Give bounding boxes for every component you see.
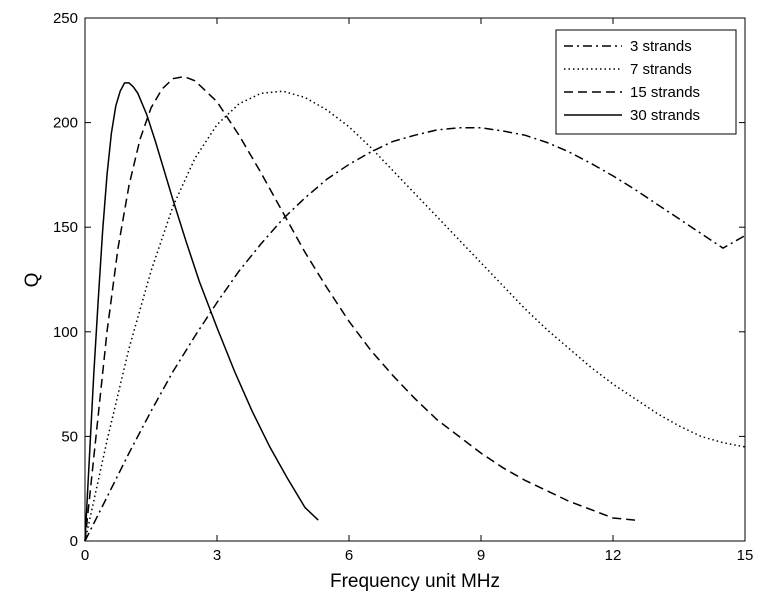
series-line-3-strands	[84, 127, 746, 542]
y-tick-label: 250	[53, 10, 78, 27]
y-axis-label: Q	[22, 273, 43, 288]
y-tick-label: 100	[53, 324, 78, 341]
legend-box	[555, 29, 737, 135]
y-tick-label: 150	[53, 219, 78, 236]
x-tick-label: 15	[737, 547, 754, 564]
y-tick-label: 0	[70, 533, 78, 550]
y-tick-label: 50	[61, 428, 78, 445]
legend-entry-label: 3 strands	[630, 38, 692, 55]
x-axis-label: Frequency unit MHz	[330, 571, 500, 592]
legend: 3 strands 7 strands 15 strands 30 strands	[555, 29, 737, 135]
legend-entry-label: 15 strands	[630, 84, 700, 101]
x-tick-label: 3	[213, 547, 221, 564]
x-tick-label: 0	[81, 547, 89, 564]
x-tick-label: 9	[477, 547, 485, 564]
series-layer	[84, 75, 746, 542]
legend-entry-label: 30 strands	[630, 107, 700, 124]
series-line-30-strands	[84, 82, 319, 542]
y-tick-label: 200	[53, 115, 78, 132]
legend-entry-label: 7 strands	[630, 61, 692, 78]
series-line-15-strands	[84, 75, 636, 542]
plot-frame	[84, 17, 746, 542]
x-tick-label: 6	[345, 547, 353, 564]
x-tick-label: 12	[605, 547, 622, 564]
